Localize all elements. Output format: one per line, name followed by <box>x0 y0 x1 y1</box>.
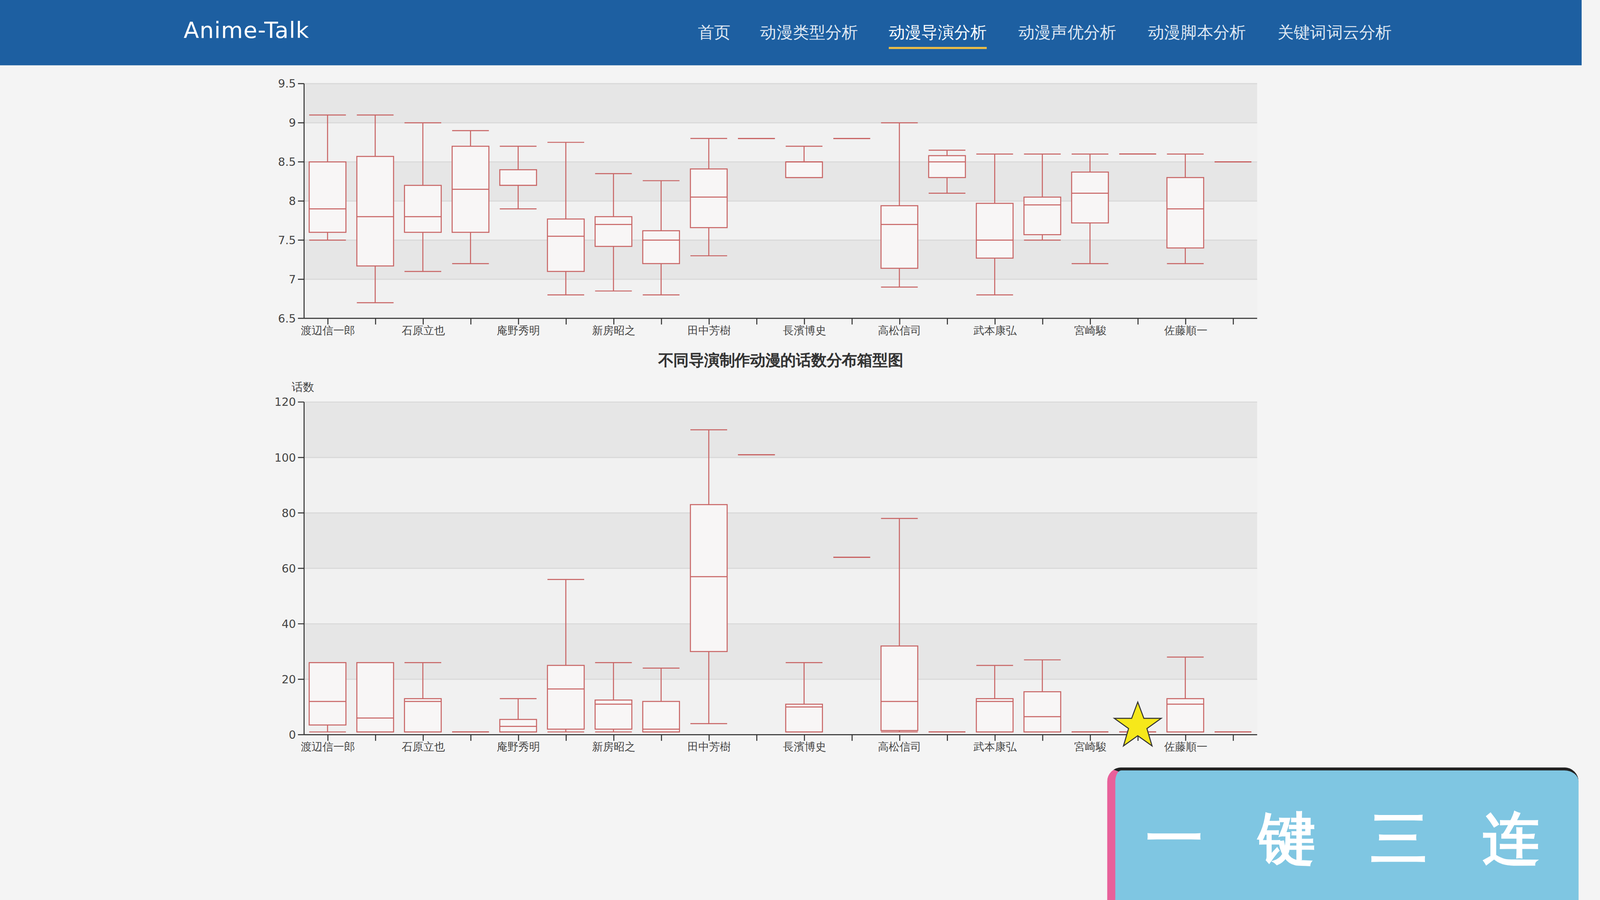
svg-text:6.5: 6.5 <box>277 312 296 325</box>
svg-text:80: 80 <box>281 506 296 520</box>
svg-text:高松信司: 高松信司 <box>877 324 922 337</box>
svg-text:0: 0 <box>288 728 296 742</box>
svg-text:20: 20 <box>281 672 296 686</box>
svg-text:佐藤順一: 佐藤順一 <box>1164 324 1208 337</box>
svg-text:長濱博史: 長濱博史 <box>782 740 827 753</box>
svg-text:7.5: 7.5 <box>277 233 296 247</box>
svg-text:渡辺信一郎: 渡辺信一郎 <box>300 740 355 753</box>
svg-text:100: 100 <box>274 451 296 465</box>
html-text:动漫类型分析: 动漫类型分析 <box>760 22 859 42</box>
svg-text:庵野秀明: 庵野秀明 <box>496 740 540 753</box>
svg-text:石原立也: 石原立也 <box>401 324 445 337</box>
html-text:一键三连: 一键三连 <box>1145 805 1595 872</box>
svg-text:120: 120 <box>274 395 296 409</box>
svg-text:8: 8 <box>288 194 296 208</box>
svg-text:渡辺信一郎: 渡辺信一郎 <box>300 324 355 337</box>
svg-text:田中芳樹: 田中芳樹 <box>687 324 731 337</box>
svg-text:60: 60 <box>281 562 296 575</box>
html-text:动漫脚本分析: 动漫脚本分析 <box>1147 22 1246 42</box>
svg-text:新房昭之: 新房昭之 <box>592 740 636 753</box>
svg-text:石原立也: 石原立也 <box>401 740 445 753</box>
svg-text:武本康弘: 武本康弘 <box>973 324 1018 337</box>
svg-text:宮崎駿: 宮崎駿 <box>1074 740 1107 753</box>
html-text:不同导演制作动漫的话数分布箱型图: 不同导演制作动漫的话数分布箱型图 <box>658 351 904 370</box>
svg-text:9: 9 <box>288 116 296 130</box>
html-text:Anime-Talk: Anime-Talk <box>183 17 310 43</box>
svg-text:高松信司: 高松信司 <box>877 740 922 753</box>
html-text:动漫导演分析: 动漫导演分析 <box>888 22 987 42</box>
svg-text:8.5: 8.5 <box>277 155 296 169</box>
html-text:关键词词云分析: 关键词词云分析 <box>1277 22 1392 42</box>
svg-text:宮崎駿: 宮崎駿 <box>1074 324 1107 337</box>
svg-text:田中芳樹: 田中芳樹 <box>687 740 731 753</box>
svg-text:佐藤順一: 佐藤順一 <box>1164 740 1208 753</box>
html-text:首页: 首页 <box>697 22 731 42</box>
svg-text:7: 7 <box>288 272 296 286</box>
svg-text:庵野秀明: 庵野秀明 <box>496 324 540 337</box>
svg-text:武本康弘: 武本康弘 <box>973 740 1018 753</box>
html-text:话数: 话数 <box>291 380 315 394</box>
svg-text:40: 40 <box>281 617 296 631</box>
html-text:动漫声优分析: 动漫声优分析 <box>1018 22 1117 42</box>
svg-text:9.5: 9.5 <box>277 77 296 90</box>
svg-text:長濱博史: 長濱博史 <box>782 324 827 337</box>
svg-text:新房昭之: 新房昭之 <box>592 324 636 337</box>
